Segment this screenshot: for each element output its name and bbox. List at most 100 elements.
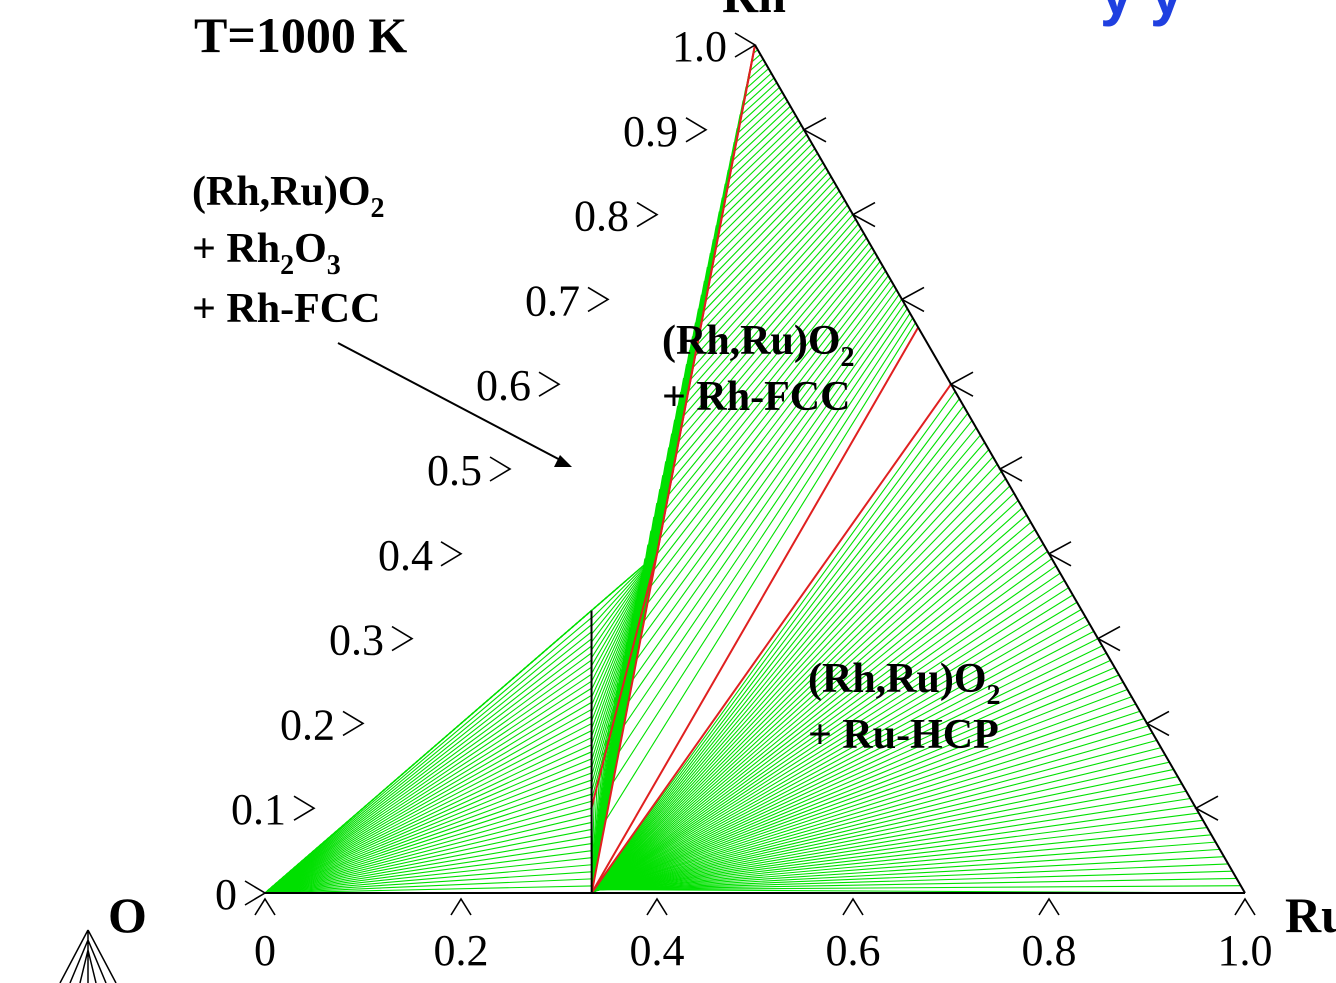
tie-line [595,681,1124,892]
tie-line [597,805,1195,891]
tie-line [749,58,764,72]
tie-line [742,77,775,107]
tie-line [596,703,1136,892]
tie-line [595,659,1111,892]
left-axis-tick-label: 0.5 [427,446,482,495]
svg-text:(Rh,Ru)O2: (Rh,Ru)O2 [192,169,385,224]
left-axis-tick [587,286,610,313]
right-axis-tick [851,201,876,228]
bottom-axis-tick [646,897,668,916]
tie-line [264,885,592,894]
left-axis-tick-label: 0.9 [623,107,678,156]
tie-line [593,565,1057,893]
tie-line [598,856,1225,891]
tie-line [592,456,994,893]
tie-line [751,53,761,63]
svg-text:+ Ru-HCP: + Ru-HCP [808,712,999,758]
heading-fragment: y y [1100,0,1184,27]
right-axis-tick [1145,710,1170,737]
tie-line [719,138,810,229]
tie-line [264,680,592,894]
tie-line [264,758,592,894]
tie-line [593,507,1023,893]
tie-line [264,814,592,894]
tie-line [264,624,592,894]
tie-line [264,751,592,894]
right-axis-tick [1096,625,1121,652]
right-axis-tick [949,371,974,397]
tie-line [591,398,960,894]
tie-line [596,761,1170,892]
tie-line [734,101,789,152]
tie-line [721,134,808,219]
tie-line [596,725,1149,892]
tie-line [623,308,908,727]
tie-line [597,776,1178,891]
tie-line [593,536,1040,893]
tie-line [593,550,1048,893]
tie-line [592,500,1019,893]
ticks-group: 0 0.1 0.2 0.3 0.4 0.5 0.6 0.7 0.8 0.9 1.0 0 0.2 0.4 0.… [215,22,1273,975]
temperature-label: T=1000 K [194,7,407,63]
svg-text:+ Rh-FCC: + Rh-FCC [192,286,380,332]
bottom-axis-tick [1038,897,1060,916]
tie-line [592,478,1006,893]
tie-line [596,768,1174,891]
left-axis-tick [489,456,512,482]
tie-line [596,718,1145,892]
left-axis-tick-label: 0.2 [280,700,335,749]
tie-line [678,228,862,442]
tie-line [598,870,1233,891]
tie-line [643,284,895,622]
tie-line [596,739,1157,892]
tie-line [593,529,1036,893]
left-axis-tick [391,625,414,652]
tie-line [680,223,859,429]
tie-line [748,63,767,80]
tie-line [264,793,592,894]
tie-line [593,543,1044,893]
bottom-axis-tick [842,897,864,916]
tie-line [594,601,1078,893]
tie-line [612,317,914,784]
bottom-axis-tick-label: 0 [254,926,276,975]
tie-line [709,162,824,280]
annotation-arrow [337,342,572,467]
tie-line [264,666,592,894]
tie-line [597,827,1208,891]
region-label-rh2o3: (Rh,Ru)O2 + Rh2O3 + Rh-FCC [192,169,385,332]
right-axis-tick [998,456,1023,482]
tie-line [650,275,889,587]
tie-line [264,835,592,894]
tie-line [591,434,981,894]
tie-line [717,143,813,239]
tie-line [662,256,878,525]
tie-line [673,237,867,468]
tie-line [264,659,592,894]
tie-line [627,303,906,703]
svg-text:+ Rh2O3: + Rh2O3 [192,226,341,281]
tie-line [685,214,854,405]
tie-line [264,687,592,894]
tie-line [594,630,1095,892]
bottom-axis-tick-label: 0.4 [630,926,685,975]
tie-line [730,110,794,171]
tie-line [646,279,892,604]
tie-line [596,732,1153,892]
tie-line [592,463,998,893]
left-axis-tick-label: 0.3 [329,616,384,665]
tie-line [264,843,592,894]
tie-line [746,68,769,89]
tie-line [264,765,592,894]
tie-line [703,176,832,312]
tie-line [594,572,1061,893]
tie-line [595,645,1103,892]
tie-lines-group [264,44,1246,894]
left-axis-tick [244,880,267,906]
tie-line [595,696,1132,892]
tie-line [705,171,829,301]
tie-line [595,638,1099,892]
left-axis-tick [538,371,561,397]
tie-line [594,594,1074,893]
tie-line [659,261,881,540]
